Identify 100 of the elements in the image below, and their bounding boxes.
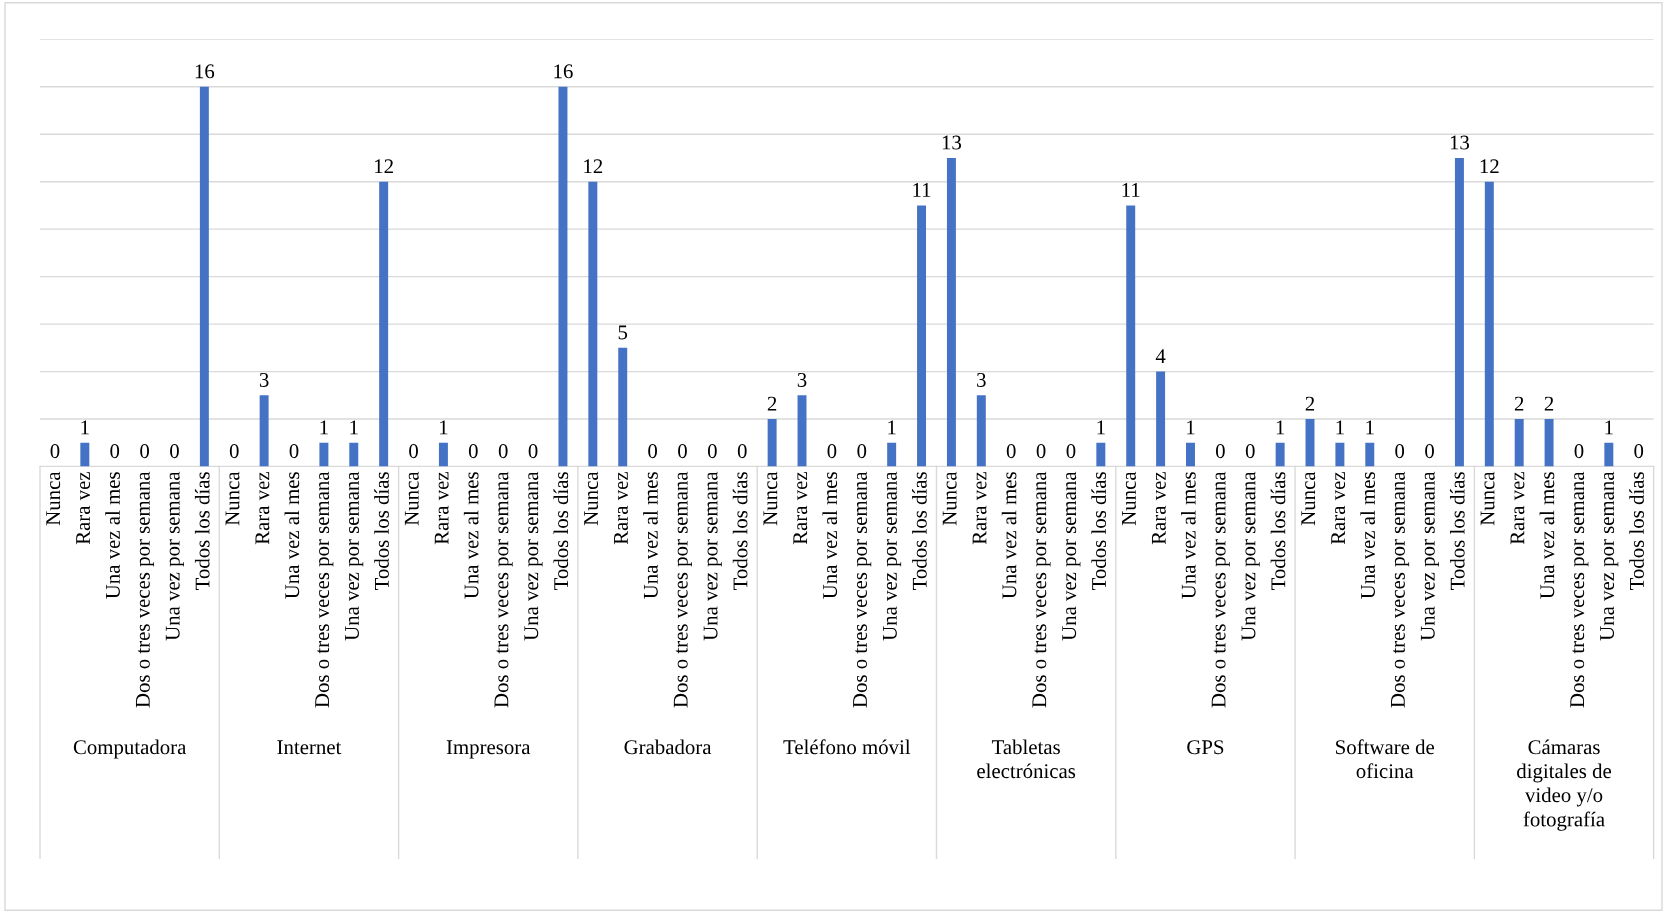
data-label: 16 xyxy=(195,64,215,79)
text: Cámaras digitales de video y/o fotografía xyxy=(1517,739,1612,831)
x-tick-label: Nunca xyxy=(404,471,419,526)
bar xyxy=(1514,419,1524,467)
x-tick-label: Dos o tres veces por semana xyxy=(1211,471,1230,708)
x-tick-label: Una vez por semana xyxy=(165,471,184,641)
data-label: 0 xyxy=(468,444,478,459)
x-tick-label: Una vez al mes xyxy=(463,472,479,599)
x-tick-label: Una vez al mes xyxy=(1001,472,1017,599)
data-label: 2 xyxy=(1544,396,1554,411)
data-label: 0 xyxy=(110,444,120,459)
bar xyxy=(618,347,628,467)
data-label: 0 xyxy=(678,444,687,459)
x-tick-label: Nunca xyxy=(225,471,240,526)
text: GPS xyxy=(1187,740,1224,755)
x-tick-label: Nunca xyxy=(1480,471,1495,526)
data-label: 0 xyxy=(1634,444,1644,459)
x-tick-label: Rara vez xyxy=(76,471,91,545)
data-label: 2 xyxy=(1514,396,1524,411)
x-tick-label: Nunca xyxy=(46,471,61,526)
data-label: 0 xyxy=(648,444,658,459)
x-tick-label: Todos los días xyxy=(553,472,569,590)
bar xyxy=(1186,442,1195,467)
data-label: 1 xyxy=(81,420,89,435)
data-label: 1 xyxy=(1097,420,1105,435)
data-label: 1 xyxy=(320,420,328,435)
x-tick-label: Todos los días xyxy=(194,472,210,590)
data-label: 1 xyxy=(1605,420,1613,435)
data-label: 1 xyxy=(888,420,896,435)
x-tick-label: Dos o tres veces por semana xyxy=(1032,471,1051,708)
x-tick-label: Rara vez xyxy=(972,471,987,545)
data-label: 0 xyxy=(1066,444,1076,459)
data-label: 0 xyxy=(737,444,747,459)
data-label: 0 xyxy=(1395,444,1405,459)
bar xyxy=(1544,419,1554,467)
data-label: 0 xyxy=(1574,444,1584,459)
x-tick-label: Dos o tres veces por semana xyxy=(853,471,872,708)
data-label: 12 xyxy=(375,159,393,174)
data-label: 0 xyxy=(1245,444,1255,459)
data-label: 0 xyxy=(827,444,837,459)
data-label: 1 xyxy=(1366,420,1374,435)
x-tick-label: Una vez por semana xyxy=(524,471,543,641)
data-label: 0 xyxy=(1036,444,1046,459)
data-label: 11 xyxy=(1122,183,1140,197)
x-tick-label: Rara vez xyxy=(434,471,449,545)
text: Internet xyxy=(277,740,342,755)
x-tick-label: Una vez al mes xyxy=(643,472,658,599)
x-tick-label: Una vez al mes xyxy=(1539,472,1555,599)
bar xyxy=(1156,371,1166,467)
data-label: 0 xyxy=(170,444,179,459)
data-label: 1 xyxy=(440,420,448,435)
x-tick-label: Todos los días xyxy=(374,472,389,590)
x-tick-label: Nunca xyxy=(763,471,778,526)
x-tick-label: Todos los días xyxy=(732,472,748,590)
bar xyxy=(917,205,927,467)
bar xyxy=(976,395,986,467)
x-tick-label: Nunca xyxy=(1301,471,1316,526)
x-tick-label: Una vez por semana xyxy=(1241,471,1260,641)
bar xyxy=(1484,181,1494,467)
bar xyxy=(1454,157,1464,467)
x-tick-label: Nunca xyxy=(1122,471,1136,526)
data-label: 16 xyxy=(554,64,573,79)
x-tick-label: Dos o tres veces por semana xyxy=(1570,471,1589,708)
text: Computadora xyxy=(73,739,187,759)
bar xyxy=(379,181,389,467)
bar xyxy=(887,442,897,467)
x-tick-label: Rara vez xyxy=(255,471,270,545)
x-tick-label: Todos los días xyxy=(912,472,927,590)
bar xyxy=(558,86,568,467)
bar xyxy=(199,86,209,467)
data-label: 0 xyxy=(498,444,508,459)
x-tick-label: Una vez al mes xyxy=(284,472,300,599)
data-label: 1 xyxy=(1336,420,1344,435)
bar xyxy=(946,157,956,467)
x-tick-label: Rara vez xyxy=(1331,471,1346,545)
data-label: 0 xyxy=(229,444,239,459)
data-label: 0 xyxy=(140,444,150,459)
bar xyxy=(1335,442,1345,467)
data-label: 3 xyxy=(797,372,807,387)
x-tick-label: Una vez por semana xyxy=(1420,471,1439,641)
x-tick-label: Una vez por semana xyxy=(345,471,364,641)
bar xyxy=(588,181,598,467)
x-tick-label: Una vez por semana xyxy=(1600,471,1619,641)
x-tick-label: Dos o tres veces por semana xyxy=(673,471,692,708)
x-tick-label: Nunca xyxy=(584,471,599,526)
x-tick-label: Rara vez xyxy=(1510,471,1525,545)
data-label: 2 xyxy=(767,396,777,411)
x-tick-label: Todos los días xyxy=(1629,472,1644,590)
data-label: 13 xyxy=(942,135,962,150)
bar xyxy=(319,442,329,467)
bar xyxy=(1275,442,1285,467)
x-tick-label: Una vez al mes xyxy=(1360,472,1375,599)
data-label: 1 xyxy=(1187,420,1195,435)
x-tick-label: Rara vez xyxy=(793,471,808,545)
x-tick-label: Rara vez xyxy=(1151,471,1166,545)
x-tick-label: Una vez al mes xyxy=(105,472,120,599)
x-tick-label: Dos o tres veces por semana xyxy=(494,471,513,708)
text: Tabletas electrónicas xyxy=(977,739,1076,779)
data-label: 5 xyxy=(618,325,628,340)
x-tick-label: Dos o tres veces por semana xyxy=(1391,471,1410,708)
